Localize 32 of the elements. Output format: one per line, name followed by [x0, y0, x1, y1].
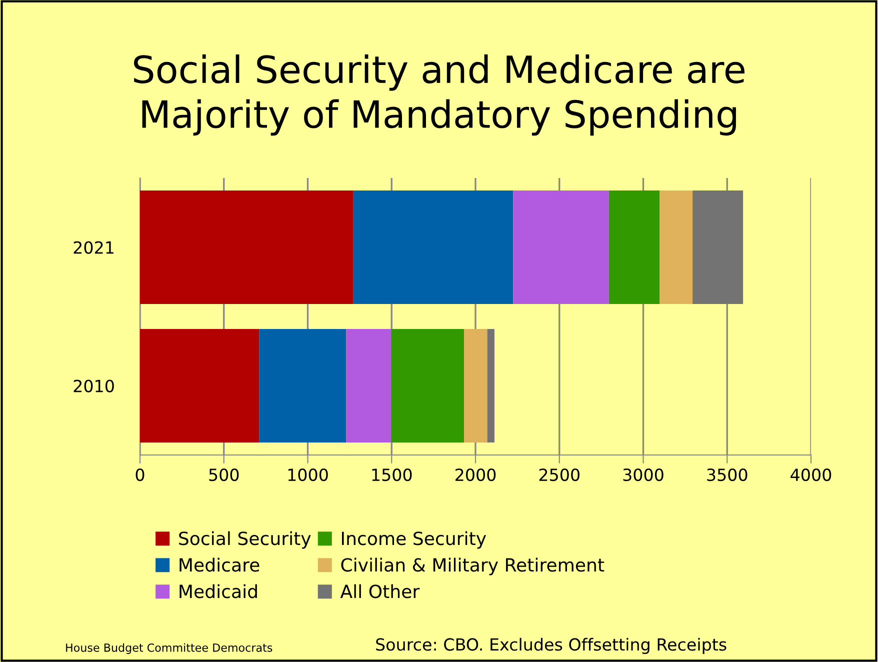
bar	[346, 328, 392, 443]
x-tick-label: 2000	[456, 468, 496, 482]
bar	[608, 190, 660, 304]
y-tick-label: 2010	[74, 380, 114, 392]
bar	[140, 190, 354, 304]
chart-title: Social Security and Medicare are Majority of Mandatory Spending	[134, 54, 744, 136]
bar	[692, 190, 744, 304]
bar	[259, 328, 346, 443]
bar	[391, 328, 464, 443]
bar	[660, 190, 693, 304]
bar	[513, 190, 609, 304]
bar	[353, 190, 514, 304]
legend-label: Medicare	[180, 558, 260, 572]
legend-label: Income Security	[342, 531, 486, 549]
x-tick-label: 3500	[707, 468, 748, 482]
legend-label: Medicaid	[180, 584, 257, 598]
bar	[487, 328, 494, 443]
bar	[464, 328, 488, 443]
bar	[140, 328, 260, 443]
text: House Budget Committee Democrats	[66, 643, 272, 654]
legend-label: Social Security	[179, 531, 311, 549]
y-tick-label: 2021	[74, 241, 114, 254]
legend-label: Civilian & Military Retirement	[341, 558, 604, 576]
x-tick-label: 1000	[288, 468, 328, 482]
legend-label: All Other	[340, 584, 420, 598]
x-tick-label: 500	[209, 468, 239, 482]
x-tick-label: 1500	[372, 468, 412, 482]
x-tick-label: 0	[136, 468, 144, 482]
source-note: Source: CBO. Excludes Offsetting Receipts	[376, 638, 726, 654]
x-tick-label: 2500	[539, 468, 580, 482]
x-tick-label: 3000	[623, 468, 664, 482]
x-tick-label: 4000	[790, 468, 832, 482]
